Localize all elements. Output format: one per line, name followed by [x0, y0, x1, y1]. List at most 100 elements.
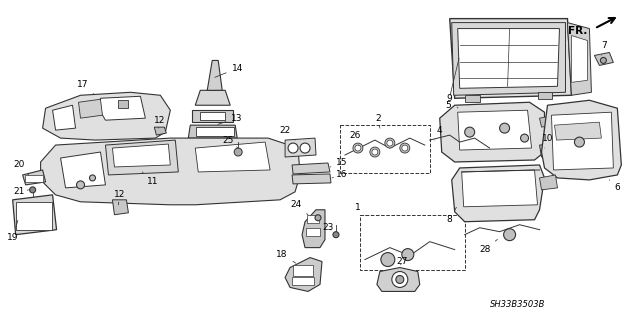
- Polygon shape: [541, 100, 621, 180]
- Polygon shape: [465, 95, 479, 102]
- Circle shape: [355, 145, 361, 151]
- Text: 13: 13: [218, 114, 243, 124]
- Text: 8: 8: [447, 207, 456, 224]
- Bar: [340, 125, 430, 173]
- Polygon shape: [188, 125, 237, 138]
- Circle shape: [402, 249, 414, 261]
- Text: 19: 19: [7, 220, 19, 242]
- Polygon shape: [113, 144, 170, 167]
- Circle shape: [77, 181, 84, 189]
- Circle shape: [300, 143, 310, 153]
- Bar: [25, 175, 43, 182]
- Polygon shape: [13, 195, 56, 235]
- Polygon shape: [458, 110, 532, 150]
- Bar: [293, 264, 313, 277]
- Circle shape: [381, 253, 395, 267]
- Bar: [360, 215, 465, 270]
- Circle shape: [333, 232, 339, 238]
- Text: 12: 12: [154, 116, 165, 128]
- Polygon shape: [538, 92, 552, 99]
- Polygon shape: [52, 105, 76, 130]
- Polygon shape: [292, 163, 330, 174]
- Circle shape: [465, 127, 475, 137]
- Circle shape: [387, 140, 393, 146]
- Text: 27: 27: [396, 257, 408, 266]
- Polygon shape: [568, 23, 591, 95]
- Polygon shape: [43, 92, 170, 140]
- Text: 14: 14: [215, 64, 243, 77]
- Text: 28: 28: [479, 239, 497, 254]
- Polygon shape: [452, 165, 545, 222]
- Polygon shape: [302, 210, 325, 248]
- Polygon shape: [552, 112, 613, 170]
- Text: FR.: FR.: [568, 26, 588, 35]
- Bar: [307, 215, 319, 223]
- Text: 12: 12: [114, 190, 125, 205]
- Polygon shape: [192, 110, 233, 122]
- Bar: [306, 228, 320, 236]
- Polygon shape: [595, 52, 613, 65]
- Polygon shape: [285, 138, 316, 157]
- Polygon shape: [540, 116, 552, 127]
- Circle shape: [315, 215, 321, 221]
- Text: 15: 15: [330, 159, 348, 167]
- Polygon shape: [540, 143, 561, 157]
- Polygon shape: [207, 60, 222, 90]
- Polygon shape: [118, 100, 129, 108]
- Polygon shape: [572, 35, 588, 82]
- Polygon shape: [450, 19, 572, 98]
- Polygon shape: [292, 174, 331, 184]
- Text: SH33B3503B: SH33B3503B: [490, 300, 545, 309]
- Circle shape: [288, 143, 298, 153]
- Text: 23: 23: [323, 223, 333, 232]
- Polygon shape: [461, 170, 538, 207]
- Polygon shape: [554, 122, 602, 140]
- Polygon shape: [195, 90, 230, 105]
- Polygon shape: [113, 200, 129, 215]
- Text: 21: 21: [13, 187, 29, 197]
- Polygon shape: [285, 257, 322, 292]
- Text: 1: 1: [355, 203, 366, 216]
- Polygon shape: [440, 102, 545, 162]
- Circle shape: [520, 134, 529, 142]
- Circle shape: [392, 271, 408, 287]
- Text: 20: 20: [13, 160, 29, 175]
- Text: 25: 25: [223, 136, 238, 148]
- Circle shape: [500, 123, 509, 133]
- Polygon shape: [99, 96, 145, 120]
- Text: 2: 2: [375, 114, 381, 128]
- Circle shape: [600, 57, 606, 63]
- Circle shape: [370, 147, 380, 157]
- Polygon shape: [200, 112, 225, 120]
- Text: 5: 5: [445, 58, 459, 110]
- Circle shape: [234, 148, 242, 156]
- Polygon shape: [154, 127, 166, 135]
- Bar: [15, 202, 52, 230]
- Polygon shape: [458, 29, 559, 88]
- Text: 18: 18: [276, 250, 296, 263]
- Circle shape: [504, 229, 516, 241]
- Text: 4: 4: [435, 126, 442, 140]
- Circle shape: [29, 187, 36, 193]
- Polygon shape: [540, 175, 557, 190]
- Polygon shape: [79, 99, 102, 118]
- Polygon shape: [452, 23, 566, 95]
- Text: 9: 9: [447, 94, 458, 108]
- Polygon shape: [106, 140, 179, 175]
- Bar: [196, 127, 234, 136]
- Text: 22: 22: [280, 126, 295, 140]
- Text: 26: 26: [349, 130, 360, 145]
- Circle shape: [400, 143, 410, 153]
- Circle shape: [575, 137, 584, 147]
- Text: 24: 24: [291, 200, 308, 215]
- Circle shape: [372, 149, 378, 155]
- Polygon shape: [377, 268, 420, 292]
- Polygon shape: [22, 170, 45, 185]
- Polygon shape: [40, 138, 300, 205]
- Polygon shape: [61, 152, 106, 188]
- Polygon shape: [195, 142, 270, 172]
- Text: 16: 16: [332, 170, 348, 179]
- Circle shape: [402, 145, 408, 151]
- Text: 11: 11: [142, 172, 158, 186]
- Circle shape: [90, 175, 95, 181]
